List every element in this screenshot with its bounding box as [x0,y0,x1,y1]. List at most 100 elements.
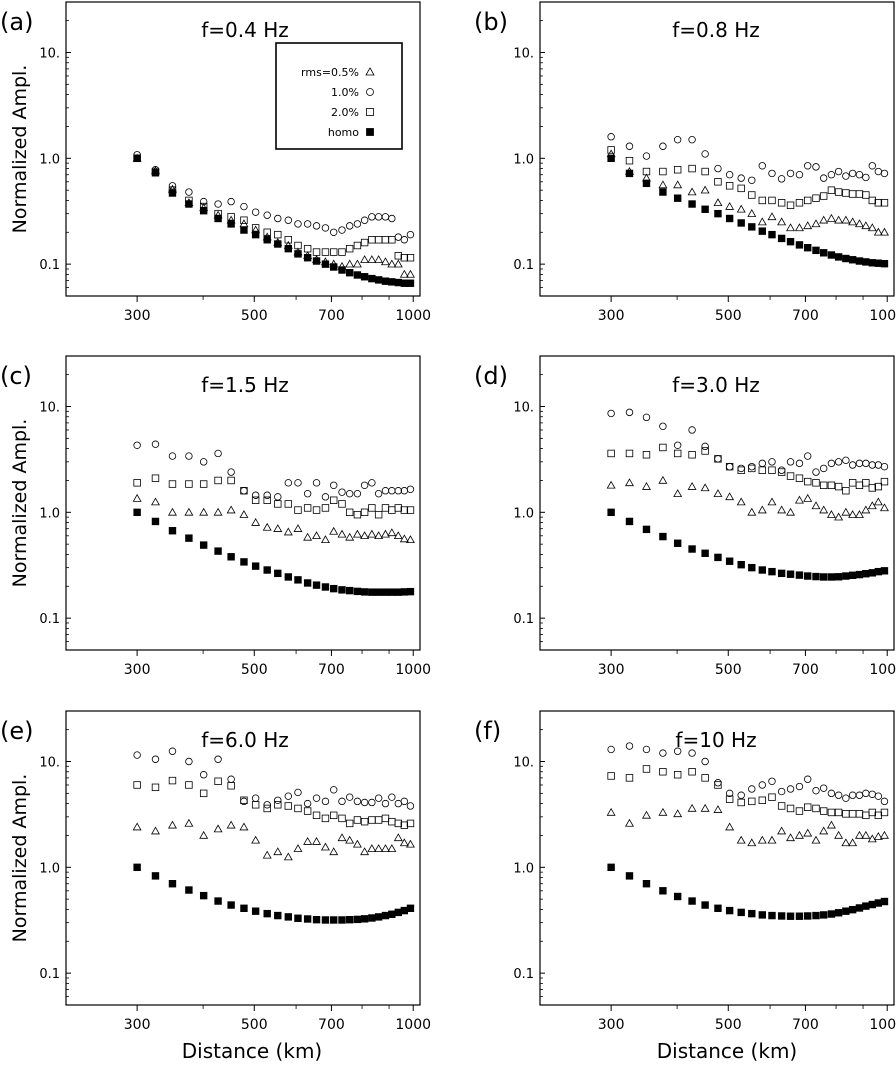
panel-label-d: (d) [474,362,508,390]
data-point-f-square-filled [848,905,857,914]
data-point-d-triangle-open [841,507,851,516]
data-point-d-square-open [834,482,843,491]
data-point-b-square-filled [714,209,722,218]
data-point-d-circle-open [659,422,667,430]
data-point-e-circle-open [294,788,302,797]
data-point-a-square-filled [381,277,390,285]
data-point-e-circle-open [360,798,369,807]
data-point-b-square-filled [768,230,776,239]
data-point-d-circle-open [725,462,734,471]
data-point-e-square-open [303,807,312,815]
data-point-e-square-open [388,817,396,826]
data-point-c-square-open [185,480,193,488]
data-point-f-square-filled [855,904,864,912]
data-point-b-square-filled [862,258,870,266]
data-point-e-triangle-open [360,847,370,856]
data-point-c-circle-open [294,479,302,487]
data-point-b-circle-open [868,162,876,170]
data-point-f-square-open [725,795,734,803]
legend-box [275,42,403,150]
data-point-c-triangle-open [251,517,261,526]
data-point-f-square-open [714,781,722,789]
data-point-d-circle-open [625,408,634,417]
data-point-b-triangle-open [794,223,804,232]
data-point-e-square-open [353,816,362,824]
data-point-e-triangle-open [387,844,397,852]
data-point-c-square-filled [185,534,193,542]
data-point-c-square-filled [388,588,396,596]
data-point-b-square-filled [659,188,667,196]
data-point-d-square-open [812,479,820,487]
data-point-a-square-filled [360,273,369,281]
data-point-c-triangle-open [273,524,283,532]
data-point-f-circle-open [768,777,776,785]
data-point-b-square-open [714,178,722,186]
data-point-f-circle-open [758,781,767,789]
data-point-f-square-open [848,810,857,818]
data-point-d-circle-open [834,458,843,466]
data-point-a-triangle-open [387,259,397,268]
data-point-e-circle-open [388,793,396,801]
data-point-a-square-filled [284,244,293,253]
data-point-f-triangle-open [873,832,883,840]
panel-title-e: f=6.0 Hz [201,728,289,752]
data-point-f-triangle-open [673,809,683,818]
data-point-b-triangle-open [725,201,735,210]
data-point-f-triangle-open [658,807,668,816]
data-point-d-triangle-open [673,489,683,497]
data-point-d-circle-open [842,456,850,465]
data-point-e-square-filled [263,909,271,918]
data-point-e-square-open [330,811,338,820]
data-point-f-triangle-open [826,820,836,829]
data-point-a-square-filled [294,250,302,258]
data-point-b-circle-open [795,171,804,179]
data-point-e-square-filled [251,907,260,915]
data-point-d-square-filled [874,567,883,576]
data-point-b-square-open [777,199,786,207]
data-point-f-triangle-open [606,807,616,816]
data-point-b-triangle-open [700,185,710,194]
data-point-c-square-open [227,476,235,485]
data-point-e-square-filled [400,906,409,915]
panel-title-f: f=10 Hz [675,728,756,752]
data-point-b-square-open [868,196,876,205]
data-point-f-circle-open [725,789,734,798]
data-point-b-circle-open [842,172,850,180]
data-point-a-circle-open [185,188,193,196]
x-axis-label-right: Distance (km) [657,1039,797,1063]
data-point-e-triangle-open [393,833,403,842]
data-point-b-circle-open [673,135,682,144]
data-point-d-square-filled [714,553,722,562]
data-point-f-square-open [688,768,696,776]
data-point-c-circle-open [274,493,282,501]
data-point-c-square-filled [312,581,321,589]
legend-label: 2.0% [331,106,359,119]
data-point-a-square-filled [345,269,354,277]
legend-label: homo [328,126,359,139]
data-point-f-circle-open [880,797,889,806]
data-point-a-triangle-open [360,255,370,264]
series-f-square-open [607,765,889,820]
data-point-f-triangle-open [624,818,634,827]
data-point-d-square-open [855,481,864,490]
data-point-a-square-filled [400,279,409,287]
data-point-a-square-open [263,228,271,236]
data-point-d-square-open [642,451,651,459]
data-point-d-square-filled [737,560,745,569]
data-point-c-square-open [374,510,383,519]
data-point-b-circle-open [659,142,667,150]
data-point-f-circle-open [834,791,843,799]
data-point-c-triangle-open [226,505,236,514]
data-point-a-square-filled [199,206,208,215]
data-point-c-circle-open [199,458,208,466]
data-point-a-circle-open [368,213,376,221]
data-point-d-square-open [786,472,795,480]
data-point-e-circle-open [214,755,222,763]
data-point-c-circle-open [214,449,222,458]
data-point-b-square-filled [701,205,709,213]
data-point-e-circle-open [381,799,390,808]
x-tick-label-c: 700 [318,662,345,678]
data-point-d-square-open [688,451,696,459]
y-tick-label-a: 10. [39,46,60,61]
x-tick-label-e: 1000 [395,1017,431,1033]
